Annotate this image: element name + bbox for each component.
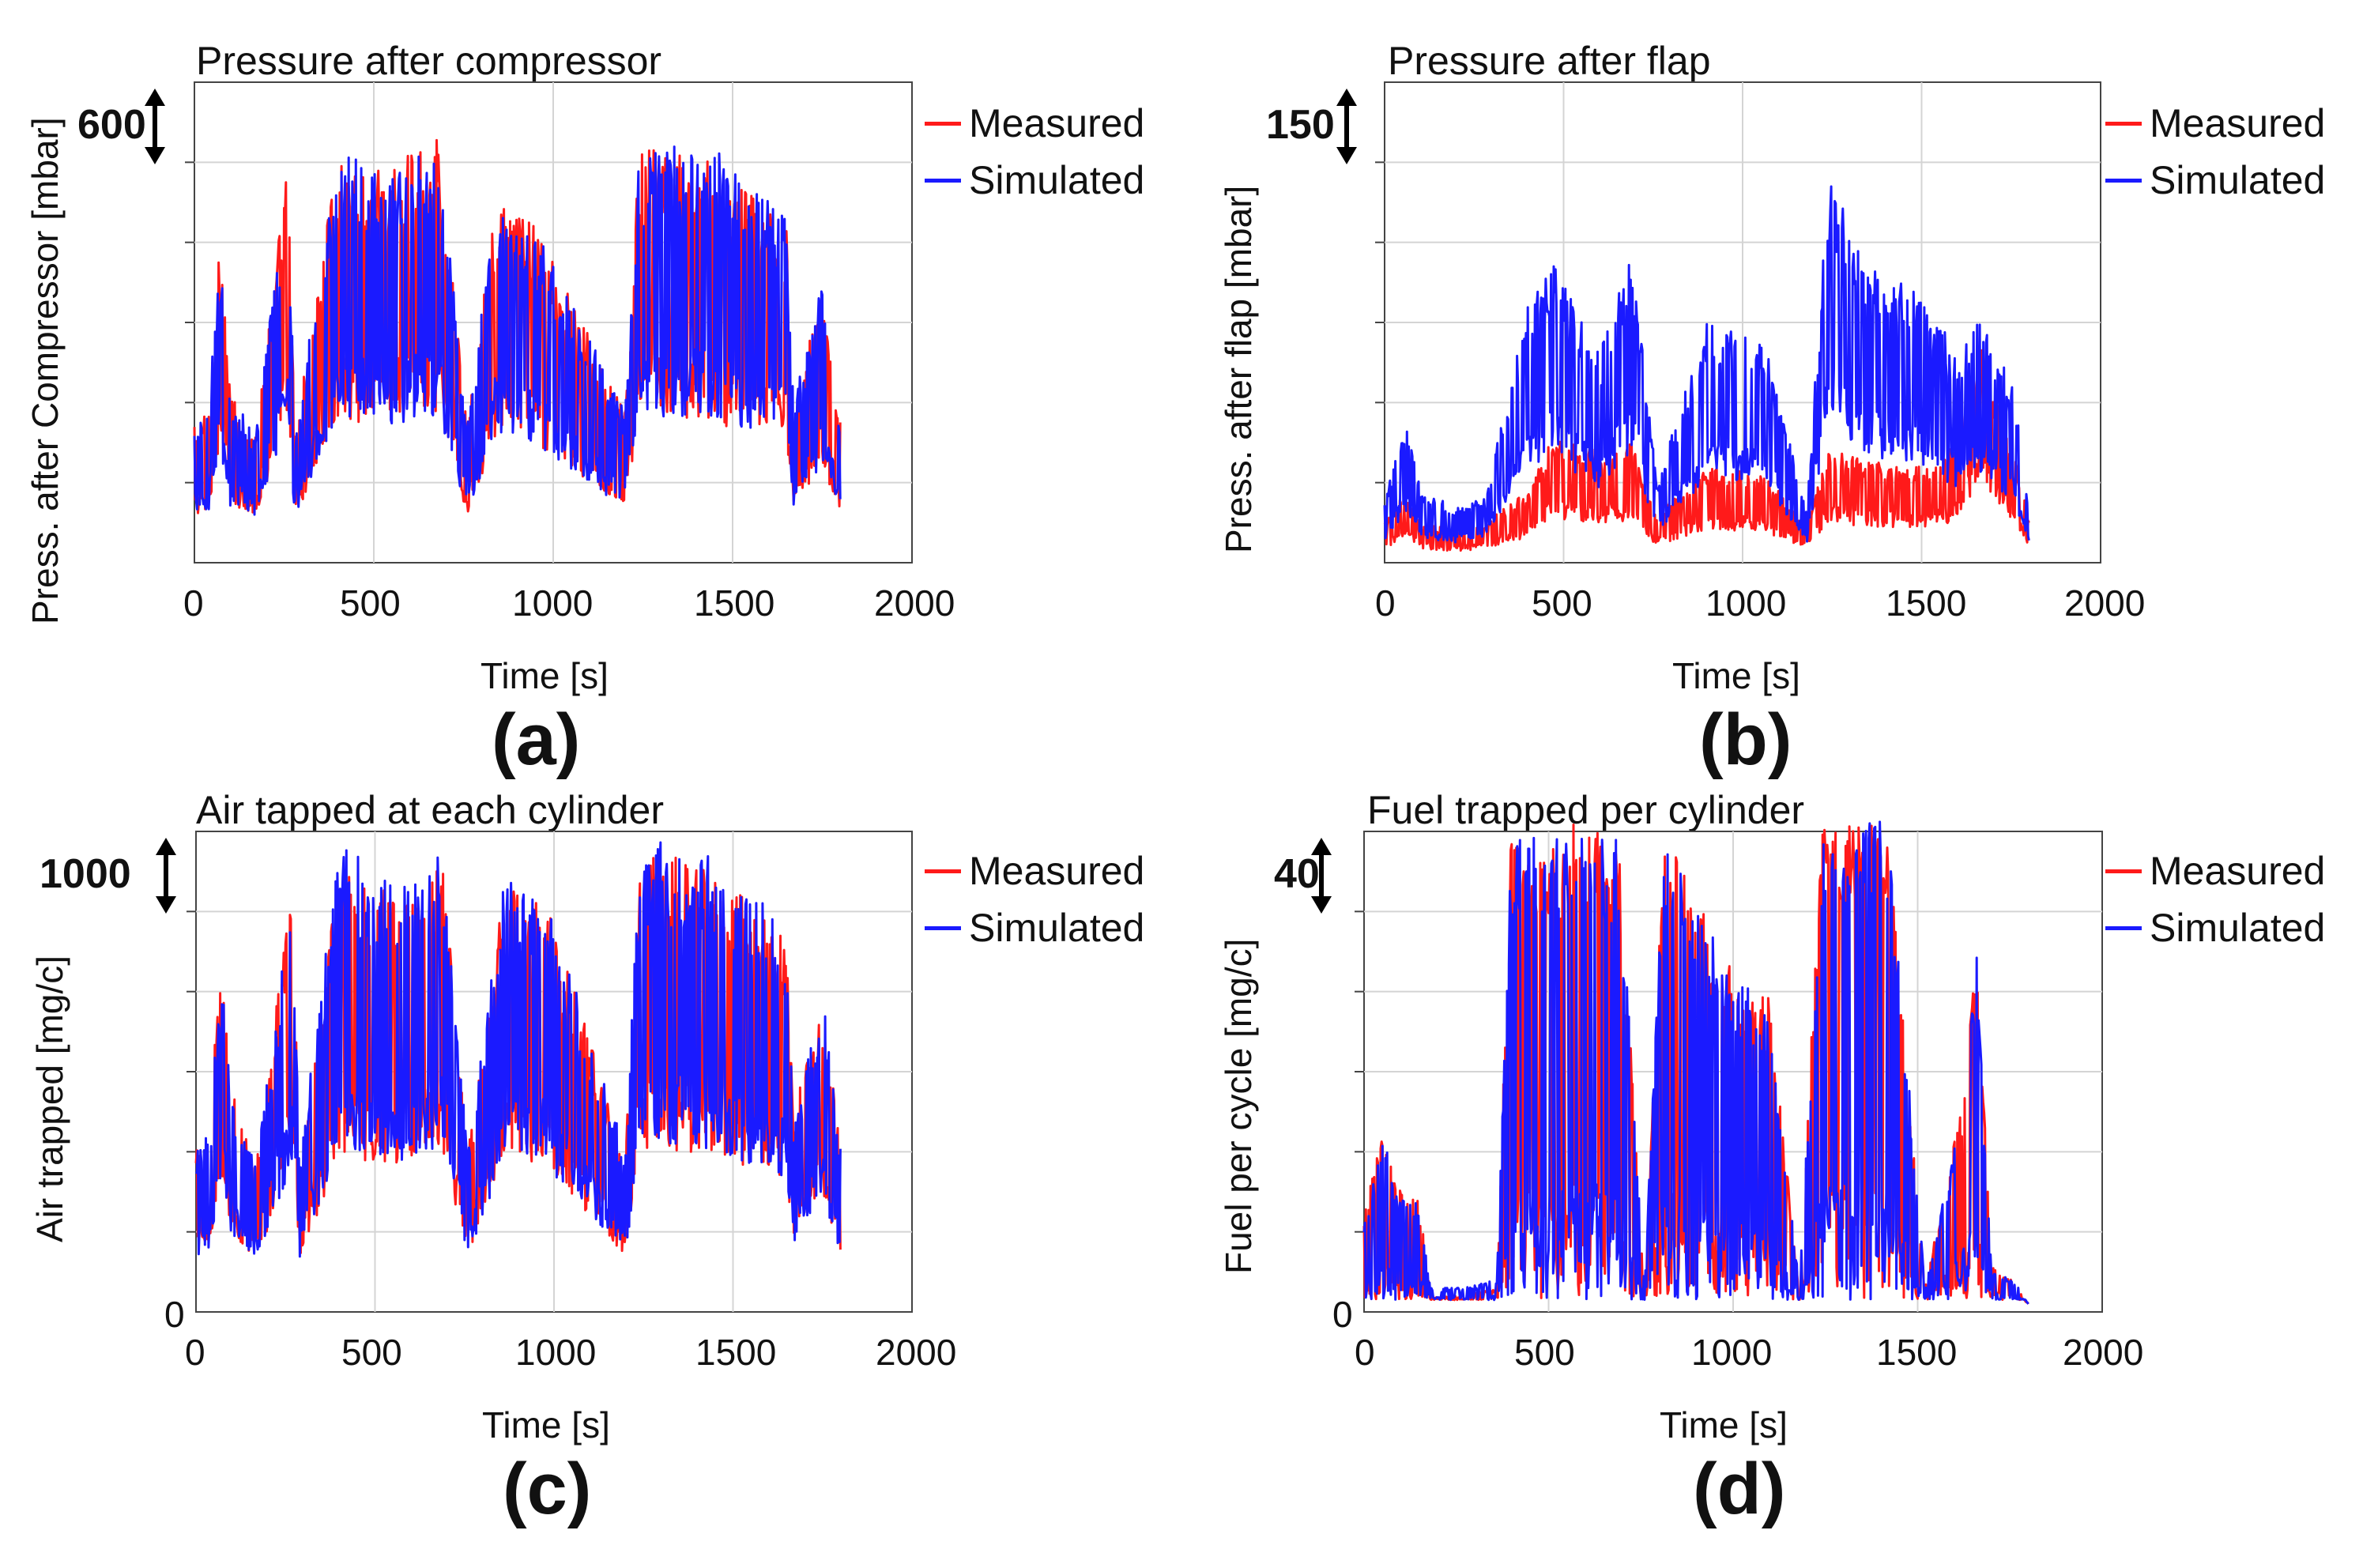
legend-swatch-measured	[2105, 869, 2142, 873]
series-line-measured	[1383, 349, 2030, 552]
x-tick-label: 500	[1514, 1332, 1575, 1373]
legend-label: Simulated	[969, 906, 1145, 950]
panel-caption: (c)	[503, 1449, 592, 1529]
chart-title: Fuel trapped per cylinder	[1367, 788, 1805, 832]
x-axis-label: Time [s]	[1672, 655, 1800, 696]
x-tick-label: 1000	[1705, 582, 1787, 624]
legend-swatch-measured	[925, 869, 961, 873]
legend-item-measured: Measured	[2105, 95, 2325, 152]
legend-swatch-simulated	[925, 178, 961, 183]
x-tick-label: 0	[1355, 1332, 1375, 1373]
x-tick-label: 2000	[2064, 582, 2146, 624]
x-axis-label: Time [s]	[482, 1404, 610, 1446]
panel-caption: (b)	[1699, 699, 1792, 780]
y-axis-label: Press. after flap [mbar]	[1218, 185, 1259, 553]
x-tick-label: 0	[183, 582, 204, 624]
chart-panel-c: Air tapped at each cylinder 1000 0 Air t…	[0, 784, 1189, 1568]
legend-swatch-measured	[925, 121, 961, 126]
y-axis-label: Press. after Compressor [mbar]	[24, 117, 66, 624]
x-tick-label: 2000	[2063, 1332, 2144, 1373]
x-tick-label: 500	[1532, 582, 1592, 624]
legend: Measured Simulated	[2105, 95, 2325, 209]
x-tick-label: 0	[1375, 582, 1396, 624]
y-axis-label: Fuel per cycle [mg/c]	[1218, 938, 1259, 1274]
y-annotation: 600	[77, 102, 146, 148]
y-zero-label: 0	[1332, 1294, 1353, 1335]
series-line-simulated	[193, 145, 842, 516]
legend-item-measured: Measured	[925, 95, 1144, 152]
x-tick-label: 1000	[1691, 1332, 1773, 1373]
x-tick-label: 1000	[512, 582, 594, 624]
series-line-simulated	[1383, 185, 2030, 544]
chart-title: Pressure after flap	[1388, 39, 1711, 83]
panel-caption: (a)	[492, 699, 581, 780]
legend-item-measured: Measured	[925, 842, 1144, 899]
chart-title: Air tapped at each cylinder	[196, 788, 665, 832]
x-tick-label: 1000	[515, 1332, 597, 1373]
chart-panel-d: Fuel trapped per cylinder 40 0 Fuel per …	[1189, 784, 2377, 1568]
y-annotation: 150	[1266, 102, 1335, 148]
legend-label: Measured	[969, 849, 1145, 893]
plot-svg	[1311, 820, 2103, 1313]
legend-item-simulated: Simulated	[925, 899, 1144, 956]
series-line-simulated	[194, 841, 842, 1258]
legend-swatch-simulated	[2105, 178, 2142, 183]
double-arrow-icon	[1336, 89, 1357, 164]
x-tick-label: 2000	[876, 1332, 957, 1373]
legend-label: Simulated	[969, 158, 1145, 202]
x-axis-label: Time [s]	[1660, 1404, 1788, 1446]
legend-item-simulated: Simulated	[925, 152, 1144, 209]
x-tick-label: 1500	[1886, 582, 1967, 624]
x-tick-label: 500	[341, 1332, 402, 1373]
x-tick-label: 1500	[695, 1332, 777, 1373]
legend-label: Measured	[2150, 101, 2326, 145]
legend: Measured Simulated	[925, 842, 1144, 956]
legend-item-simulated: Simulated	[2105, 152, 2325, 209]
chart-panel-a: Pressure after compressor 600 Press. aft…	[0, 0, 1189, 784]
y-annotation: 40	[1274, 851, 1320, 897]
legend: Measured Simulated	[925, 95, 1144, 209]
legend-swatch-simulated	[925, 925, 961, 930]
x-tick-label: 500	[340, 582, 401, 624]
chart-title: Pressure after compressor	[196, 39, 662, 83]
y-annotation: 1000	[40, 851, 131, 897]
legend-item-measured: Measured	[2105, 842, 2325, 899]
double-arrow-icon	[156, 838, 176, 914]
double-arrow-icon	[145, 89, 165, 164]
double-arrow-icon	[1311, 838, 1332, 914]
legend-swatch-simulated	[2105, 925, 2142, 930]
plot-svg	[145, 81, 913, 564]
x-tick-label: 1500	[694, 582, 775, 624]
legend-item-simulated: Simulated	[2105, 899, 2325, 956]
legend-swatch-measured	[2105, 121, 2142, 126]
series-line-simulated	[1362, 820, 2029, 1305]
legend-label: Measured	[2150, 849, 2326, 893]
legend-label: Measured	[969, 101, 1145, 145]
chart-panel-b: Pressure after flap 150 Press. after fla…	[1189, 0, 2377, 784]
legend: Measured Simulated	[2105, 842, 2325, 956]
y-axis-label: Air trapped [mg/c]	[29, 955, 70, 1242]
x-tick-label: 0	[185, 1332, 205, 1373]
x-tick-label: 1500	[1876, 1332, 1958, 1373]
legend-label: Simulated	[2150, 906, 2326, 950]
x-tick-label: 2000	[874, 582, 955, 624]
panel-caption: (d)	[1693, 1449, 1786, 1529]
plot-svg	[1336, 81, 2101, 564]
y-zero-label: 0	[164, 1294, 185, 1335]
x-axis-label: Time [s]	[480, 655, 609, 696]
legend-label: Simulated	[2150, 158, 2326, 202]
plot-svg	[156, 831, 913, 1313]
